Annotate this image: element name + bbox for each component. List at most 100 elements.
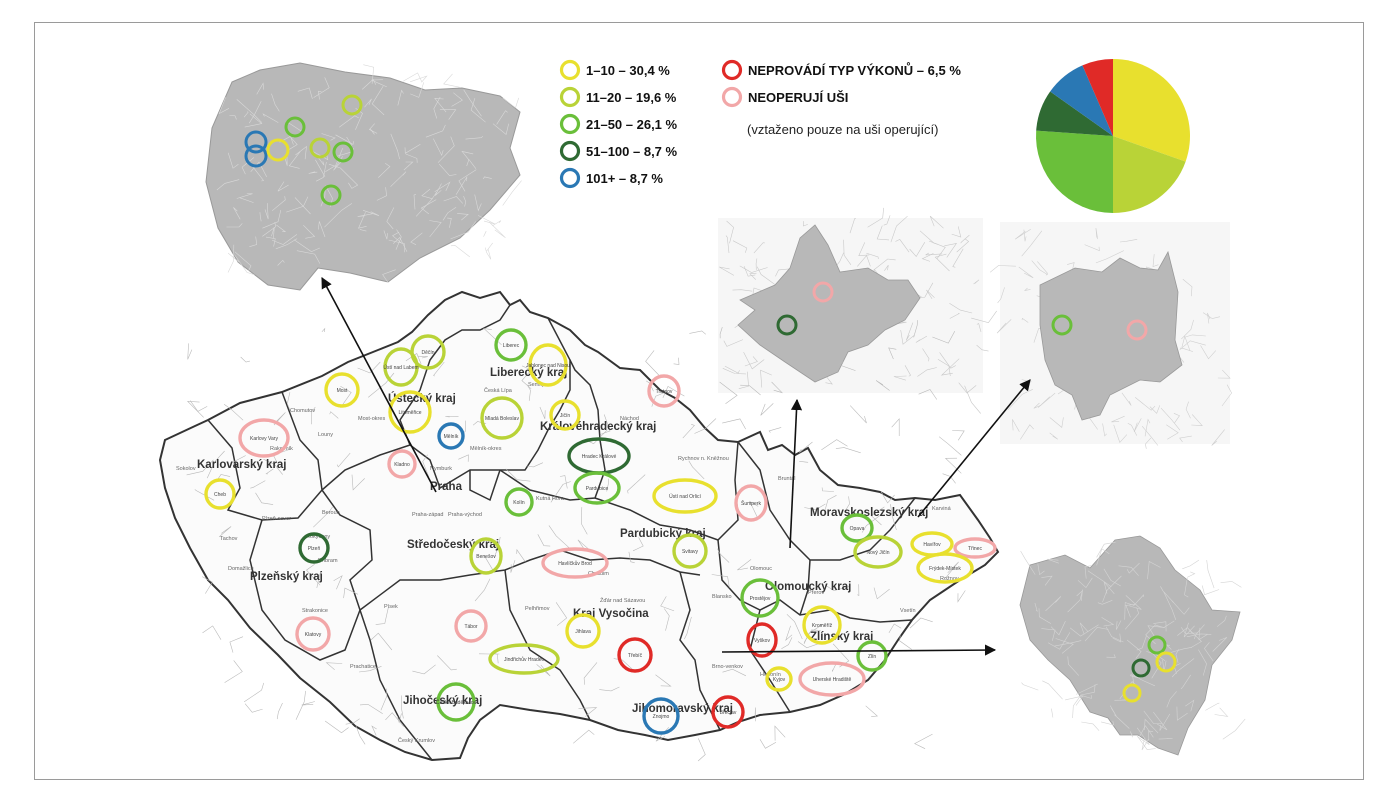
district-label: Hodonín [760,672,781,678]
brno-marker-yellow-2 [1122,683,1142,703]
district-line [236,99,263,123]
district-line [1102,575,1122,603]
district-line [1185,699,1195,712]
district-line [722,368,746,375]
district-line [321,327,326,333]
pie-slice-3 [1036,91,1113,136]
district-line [1136,735,1156,750]
district-line [1152,254,1159,268]
district-line [1130,674,1138,678]
district-line [271,234,298,245]
district-line [1144,418,1151,437]
district-line [799,461,809,463]
district-line [1034,602,1038,612]
city-marker-label: Opava [850,526,865,532]
district-line [297,87,313,99]
district-line [240,356,250,363]
district-line [336,452,351,468]
city-marker-label: Pardubice [586,486,609,492]
district-line [785,625,793,642]
district-line [206,450,225,479]
district-line [1171,600,1190,615]
district-line [799,441,813,453]
district-line [1217,369,1231,379]
district-line [1018,266,1034,279]
district-line [861,512,884,533]
district-line [682,424,695,439]
district-line [606,478,609,492]
district-line [1113,424,1128,443]
city-marker-label: Vyškov [754,638,770,644]
district-line [362,210,380,216]
district-line [264,203,269,220]
district-line [1160,407,1181,431]
district-line [1121,392,1132,406]
district-line [697,738,706,762]
district-line [1212,637,1228,652]
district-line [1045,596,1062,612]
city-marker: Znojmo [642,697,680,735]
district-line [217,474,231,480]
district-line [359,703,383,714]
district-line [410,232,423,245]
district-line [450,245,470,258]
district-line [433,361,445,377]
district-line [308,171,318,174]
district-line [915,335,928,343]
district-line [474,578,491,602]
district-line [382,269,396,283]
district-line [1176,706,1188,721]
district-line [919,230,939,245]
district-line [890,504,897,530]
district-line [1031,260,1048,275]
city-marker: Jičín [549,399,581,431]
district-line [371,79,387,88]
district-line [437,655,457,671]
district-line [909,617,933,629]
district-line [502,97,519,109]
city-marker-ring [765,666,793,692]
district-line [224,660,243,683]
region-label-plzensky: Plzeňský kraj [250,571,323,583]
region-border [679,571,721,731]
district-line [218,526,232,538]
district-line [1170,647,1192,653]
city-marker-label: Břeclav [720,710,737,716]
district-line [482,176,492,180]
district-line [189,400,208,412]
district-line [1047,558,1060,564]
district-line [1126,562,1140,574]
district-line [1124,602,1135,620]
district-line [1222,718,1246,740]
district-line [1097,600,1113,605]
region-label-jihocesky: Jihočeský kraj [403,695,482,707]
district-line [397,713,402,724]
district-line [335,134,354,145]
region-label-praha: Praha [430,481,463,493]
district-line [244,113,263,128]
district-label: Tachov [220,536,238,542]
district-label: Chomutov [290,408,315,414]
district-line [922,348,930,362]
district-line [370,632,393,651]
city-marker: Litoměřice [388,390,432,434]
region-border [399,304,511,446]
district-line [1204,642,1214,662]
district-line [1106,654,1116,658]
city-marker-label: Cheb [214,492,226,498]
city-marker-label: České Budějovice [436,699,476,706]
city-marker-label: Prostějov [750,596,771,602]
legend-label-2: 21–50 – 26,1 % [586,117,678,132]
city-marker-ring [436,682,476,722]
city-marker: Most [324,372,360,408]
district-line [956,238,970,253]
district-line [755,258,758,270]
district-line [740,384,761,396]
district-line [768,427,782,433]
district-line [271,227,275,239]
district-label: Prachatice [350,664,376,670]
district-line [1118,565,1139,576]
district-line [1181,319,1194,340]
district-line [502,180,522,206]
district-line [825,585,851,592]
